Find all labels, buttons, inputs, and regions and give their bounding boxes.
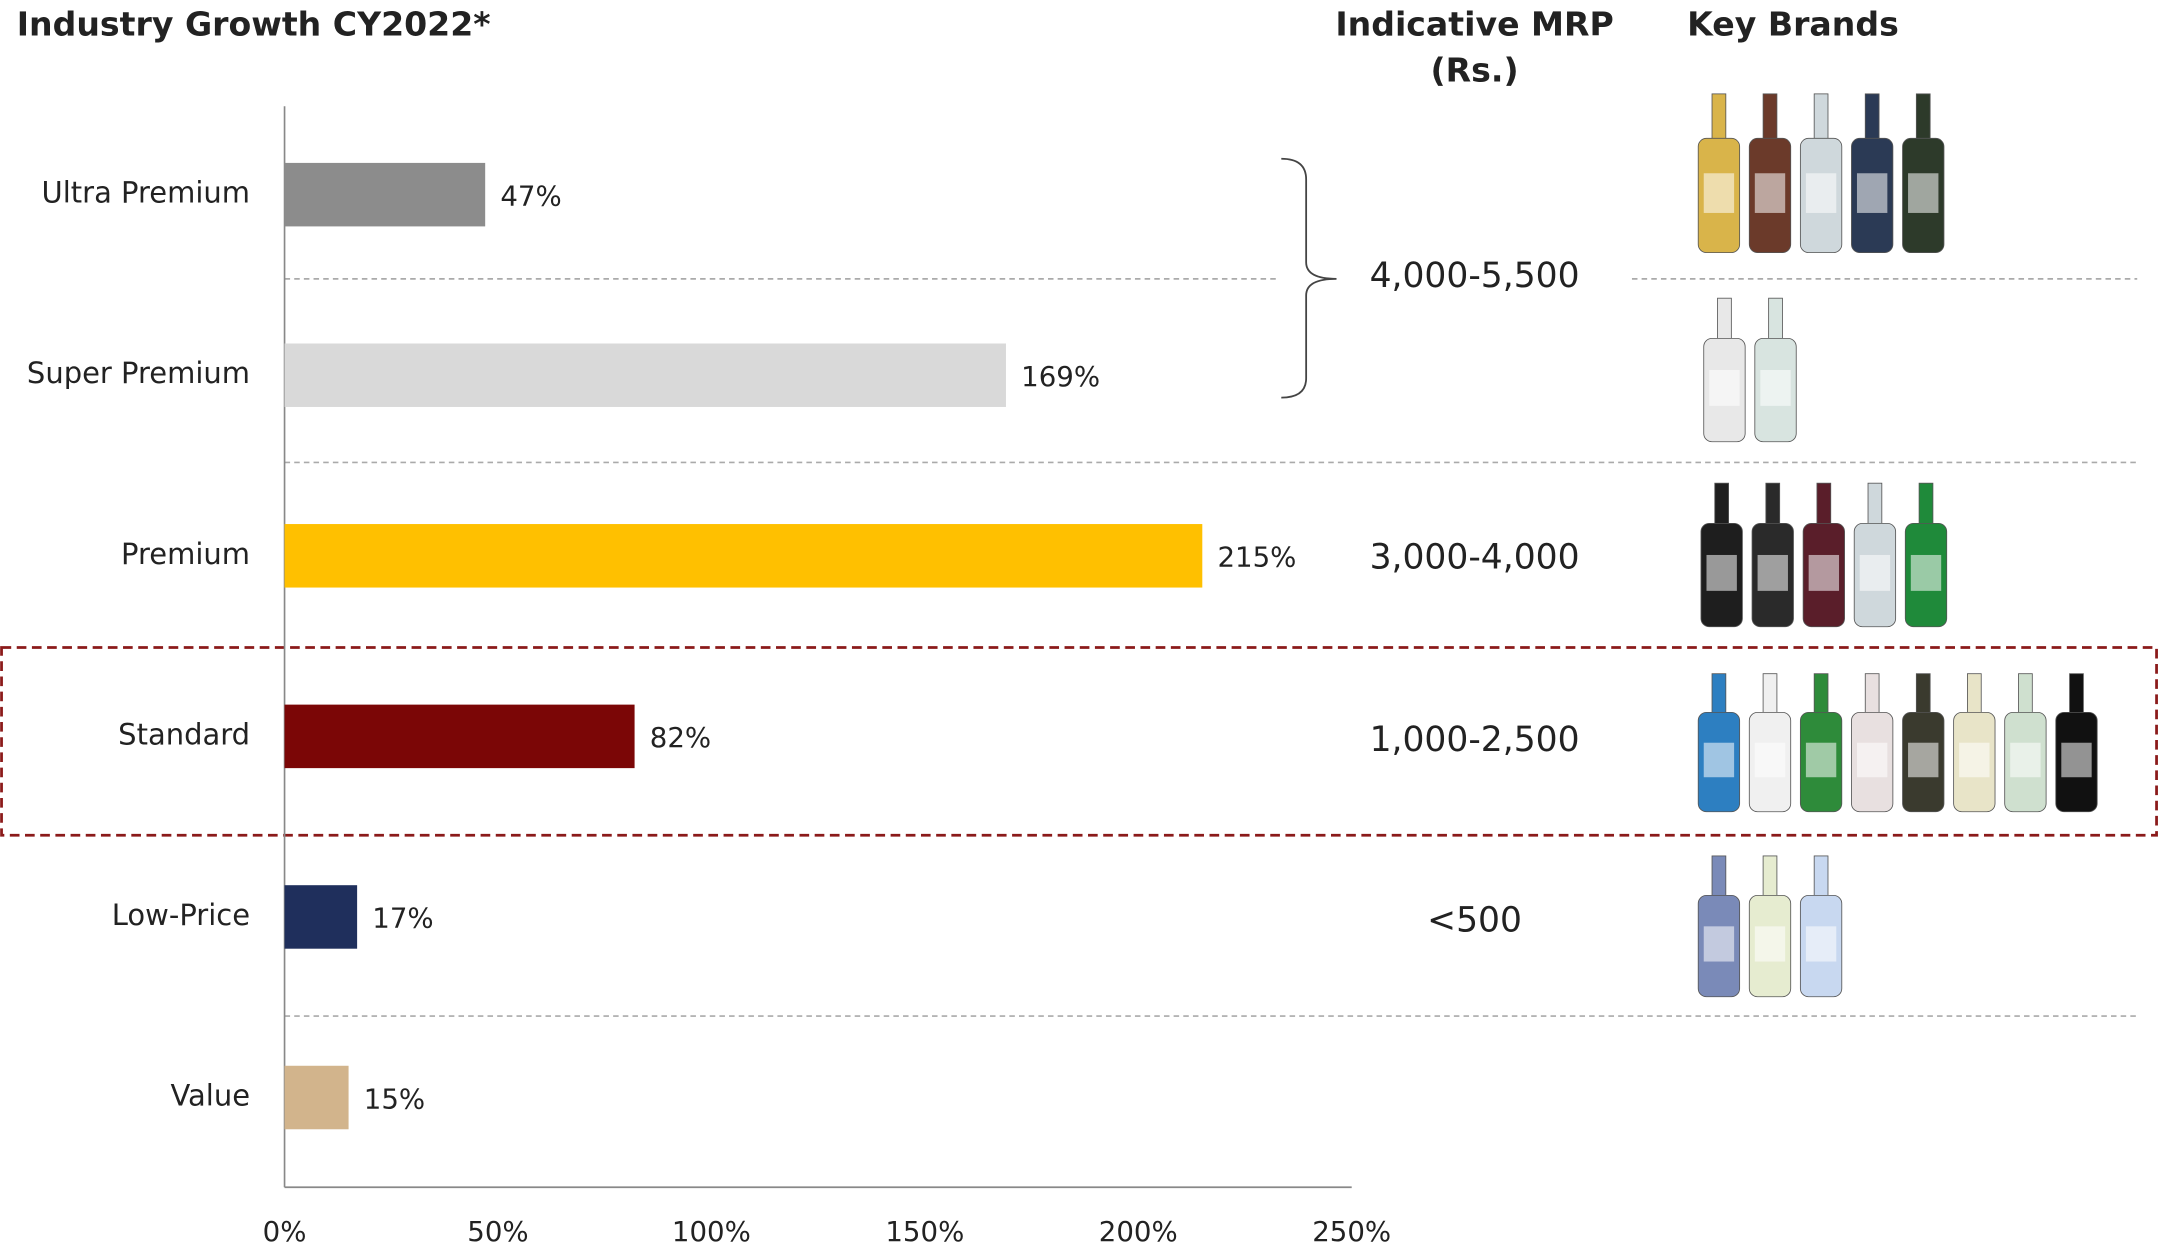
bottle-neck bbox=[1763, 94, 1777, 142]
bar bbox=[285, 705, 635, 769]
bottle-label bbox=[1806, 173, 1836, 213]
bottle-neck bbox=[1814, 856, 1828, 898]
bottle-label bbox=[1959, 743, 1989, 778]
bottle-neck bbox=[1817, 483, 1831, 526]
brands-title: Key Brands bbox=[1687, 5, 1899, 44]
bottle-label bbox=[1755, 926, 1785, 961]
bottle-label bbox=[1709, 370, 1739, 406]
bottle-label bbox=[1806, 926, 1836, 961]
bottle-neck bbox=[1865, 94, 1879, 142]
bottle-neck bbox=[2019, 674, 2033, 715]
mrp-range: 4,000-5,500 bbox=[1370, 256, 1580, 296]
mrp-title: Indicative MRP bbox=[1335, 5, 1614, 44]
bottle-label bbox=[1704, 926, 1734, 961]
category-label: Super Premium bbox=[27, 356, 250, 390]
value-label: 15% bbox=[364, 1082, 425, 1115]
bar bbox=[285, 1066, 349, 1130]
bottle-label bbox=[2061, 743, 2091, 778]
bottle-label bbox=[1758, 555, 1788, 591]
bottle-neck bbox=[1916, 674, 1930, 715]
bottle-neck bbox=[1766, 483, 1780, 526]
value-label: 215% bbox=[1217, 541, 1296, 574]
x-tick-label: 250% bbox=[1312, 1215, 1391, 1248]
bottle-neck bbox=[1763, 856, 1777, 898]
bottle-label bbox=[1908, 173, 1938, 213]
bottle-neck bbox=[1712, 94, 1726, 142]
bottle-neck bbox=[1814, 674, 1828, 715]
category-label: Ultra Premium bbox=[42, 176, 250, 210]
bottle-neck bbox=[1916, 94, 1930, 142]
brace bbox=[1281, 159, 1336, 398]
bottle-neck bbox=[1865, 674, 1879, 715]
bottle-neck bbox=[1718, 298, 1732, 341]
bottle-label bbox=[1809, 555, 1839, 591]
bottle-label bbox=[1860, 555, 1890, 591]
category-label: Value bbox=[170, 1079, 250, 1113]
bottle-neck bbox=[1919, 483, 1933, 526]
chart: Industry Growth CY2022* Indicative MRP (… bbox=[0, 0, 2165, 1248]
bar bbox=[285, 163, 486, 227]
mrp-title: (Rs.) bbox=[1431, 50, 1519, 89]
bottle-label bbox=[1755, 173, 1785, 213]
bottle-neck bbox=[1712, 856, 1726, 898]
value-label: 47% bbox=[500, 179, 561, 212]
bottle-neck bbox=[1814, 94, 1828, 142]
chart-title: Industry Growth CY2022* bbox=[17, 5, 491, 44]
bottle-neck bbox=[1868, 483, 1882, 526]
x-tick-label: 200% bbox=[1099, 1215, 1178, 1248]
bottle-neck bbox=[1967, 674, 1981, 715]
bottle-label bbox=[1911, 555, 1941, 591]
bottle-label bbox=[1908, 743, 1938, 778]
bottle-label bbox=[1857, 743, 1887, 778]
x-tick-label: 50% bbox=[467, 1215, 528, 1248]
value-label: 82% bbox=[650, 721, 711, 754]
mrp-range: 1,000-2,500 bbox=[1370, 720, 1580, 760]
category-label: Premium bbox=[121, 537, 250, 571]
bottle-label bbox=[1707, 555, 1737, 591]
x-tick-label: 0% bbox=[263, 1215, 307, 1248]
bottle-neck bbox=[1763, 674, 1777, 715]
bottle-label bbox=[1704, 173, 1734, 213]
value-label: 169% bbox=[1021, 360, 1100, 393]
bottle-label bbox=[1760, 370, 1790, 406]
bottle-label bbox=[1857, 173, 1887, 213]
bottle-label bbox=[1704, 743, 1734, 778]
bar bbox=[285, 524, 1203, 588]
mrp-range: <500 bbox=[1427, 901, 1522, 941]
bottle-label bbox=[1755, 743, 1785, 778]
x-tick-label: 150% bbox=[885, 1215, 964, 1248]
bottle-label bbox=[1806, 743, 1836, 778]
category-label: Standard bbox=[118, 717, 250, 751]
bottle-neck bbox=[1715, 483, 1729, 526]
bottle-neck bbox=[1769, 298, 1783, 341]
bar bbox=[285, 343, 1006, 407]
bar bbox=[285, 885, 358, 949]
bottle-label bbox=[2010, 743, 2040, 778]
mrp-range: 3,000-4,000 bbox=[1370, 538, 1580, 578]
bottle-neck bbox=[2070, 674, 2084, 715]
x-tick-label: 100% bbox=[672, 1215, 751, 1248]
value-label: 17% bbox=[372, 902, 433, 935]
bottle-neck bbox=[1712, 674, 1726, 715]
category-label: Low-Price bbox=[112, 898, 250, 932]
